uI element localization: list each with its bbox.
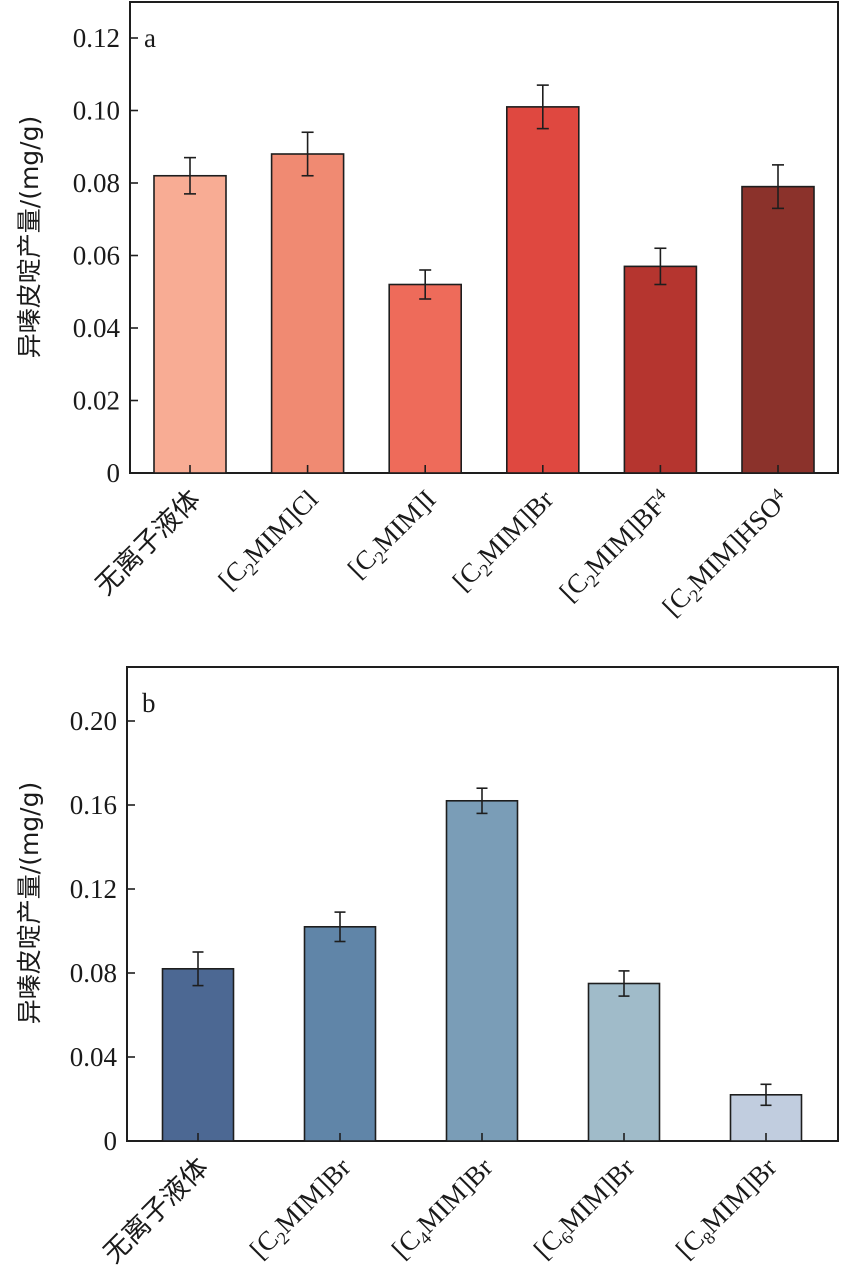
- error-bar: [618, 970, 630, 997]
- bar: [505, 106, 580, 474]
- x-tick-label: [C4MIM]Br: [386, 1152, 501, 1267]
- chart-a-frame: [129, 1, 839, 474]
- bar: [161, 967, 235, 1142]
- bar: [623, 265, 698, 474]
- bar: [445, 799, 519, 1142]
- x-tick-label: [C2MIM]Cl: [212, 484, 326, 598]
- chart-a-y-axis-title: 异嗪皮啶产量/(mg/g): [15, 116, 44, 358]
- y-tick-label: 0.04: [70, 1042, 118, 1072]
- x-tick-label: [C2MIM]BF4: [554, 484, 680, 610]
- y-tick-label: 0.10: [73, 96, 120, 126]
- error-bar: [192, 951, 204, 987]
- x-tick-label: [C2MIM]Br: [447, 484, 562, 599]
- error-bar: [301, 131, 314, 177]
- bar: [303, 925, 377, 1142]
- x-tick-label: [C8MIM]Br: [670, 1152, 785, 1267]
- chart-a-bars: [153, 84, 815, 474]
- error-bar: [419, 269, 432, 300]
- error-bar: [760, 1083, 772, 1107]
- error-bar: [654, 247, 667, 286]
- bar: [153, 174, 227, 474]
- chart-a-panel-label: a: [144, 23, 156, 53]
- chart-b-y-ticks: 0 0.04 0.08 0.12 0.16 0.20: [70, 706, 135, 1156]
- bar: [587, 982, 661, 1142]
- y-tick-label: 0: [104, 1126, 118, 1156]
- chart-b-x-labels: 无离子液体 [C2MIM]Br[C4MIM]Br[C6MIM]Br[C8MIM]B…: [98, 1152, 785, 1269]
- bar: [388, 283, 463, 474]
- y-tick-label: 0: [107, 458, 121, 488]
- chart-b-panel-label: b: [142, 688, 156, 718]
- y-tick-label: 0.08: [70, 958, 117, 988]
- error-bar: [334, 911, 346, 943]
- x-tick-label: [C2MIM]Br: [244, 1152, 359, 1267]
- x-tick-label: [C6MIM]Br: [528, 1152, 643, 1267]
- y-tick-label: 0.20: [70, 706, 117, 736]
- y-tick-label: 0.04: [73, 313, 121, 343]
- x-tick-label: [C2MIM]HSO4: [656, 484, 797, 625]
- chart-b: b 异嗪皮啶产量/(mg/g) 0 0.04 0.08 0.12 0.16 0.20 无离…: [15, 666, 839, 1269]
- chart-a: a 异嗪皮啶产量/(mg/g) 0 0.02 0.04 0.06 0.08 0.10 0.1…: [15, 1, 839, 625]
- error-bar: [476, 787, 488, 815]
- error-bar: [772, 164, 784, 210]
- error-bar: [536, 84, 549, 130]
- y-tick-label: 0.16: [70, 790, 117, 820]
- y-tick-label: 0.12: [70, 874, 117, 904]
- bar: [270, 153, 345, 474]
- chart-a-x-labels: 无离子液体 [C2MIM]Cl [C2MIM]I[C2MIM]Br[C2MIM]BF…: [90, 484, 797, 625]
- x-tick-label: [C2MIM]I: [342, 484, 445, 587]
- chart-a-y-ticks: 0 0.02 0.04 0.06 0.08 0.10 0.12: [73, 23, 138, 488]
- bar: [741, 185, 815, 474]
- y-tick-label: 0.08: [73, 168, 120, 198]
- x-tick-label: 无离子液体: [98, 1152, 215, 1269]
- chart-b-bars: [161, 787, 803, 1142]
- x-tick-label: 无离子液体: [90, 484, 207, 601]
- y-tick-label: 0.12: [73, 23, 120, 53]
- y-tick-label: 0.02: [73, 386, 120, 416]
- chart-b-y-axis-title: 异嗪皮啶产量/(mg/g): [15, 782, 44, 1024]
- error-bar: [184, 156, 196, 195]
- y-tick-label: 0.06: [73, 241, 120, 271]
